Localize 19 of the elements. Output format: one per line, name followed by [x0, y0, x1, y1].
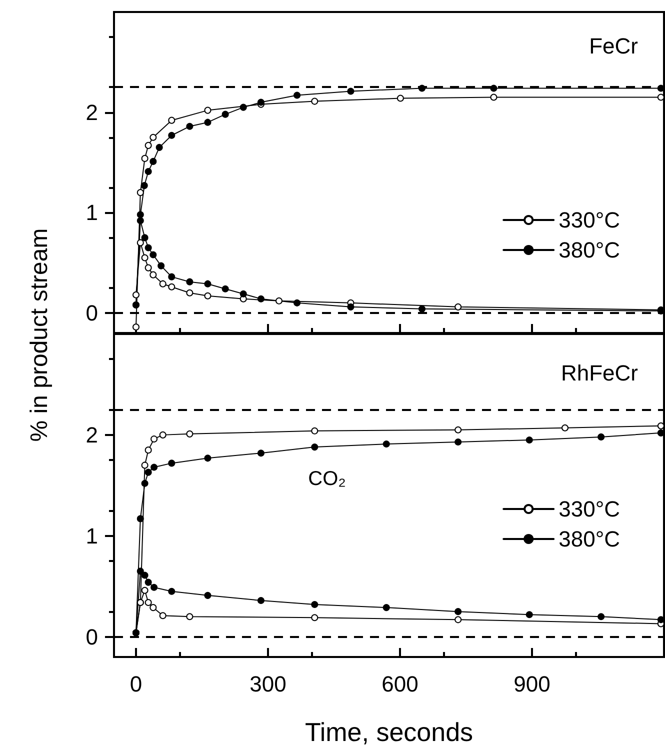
x-axis-title: Time, seconds — [304, 717, 474, 747]
y-axis-title: % in product stream — [26, 228, 54, 442]
y-tick-label: 0 — [86, 300, 98, 326]
x-tick-label: 0 — [130, 672, 142, 696]
y-tick-label: 2 — [86, 422, 98, 448]
legend-label: 330°C — [558, 208, 620, 232]
legend-label: 380°C — [558, 526, 620, 552]
legend-label: 330°C — [558, 496, 620, 522]
y-tick-label: 0 — [86, 624, 98, 650]
y-tick-label: 1 — [86, 523, 98, 548]
text: RhFeCr — [560, 360, 638, 386]
y-tick-label: 1 — [86, 200, 98, 226]
annotation: CO₂ — [308, 468, 346, 490]
x-tick-label: 900 — [514, 672, 550, 696]
text: FeCr — [589, 34, 638, 58]
x-tick-label: 600 — [382, 672, 418, 696]
y-tick-label: 2 — [86, 100, 98, 125]
x-tick-label: 300 — [250, 672, 286, 696]
legend-label: 380°C — [558, 238, 620, 262]
